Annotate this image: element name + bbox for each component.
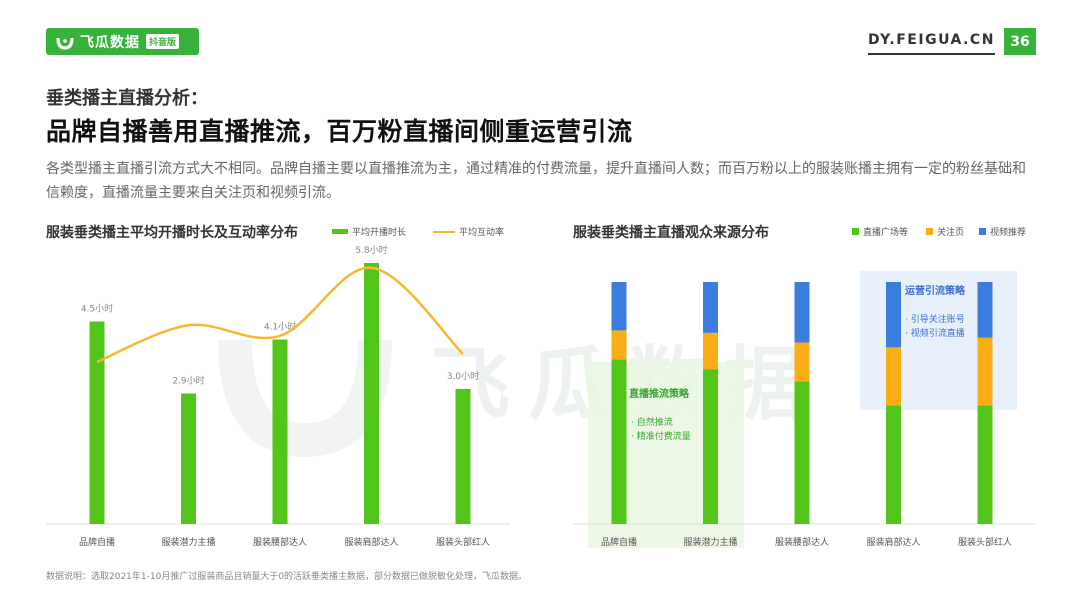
chart2-stack-segment xyxy=(886,405,901,524)
chart2-stack-segment xyxy=(794,342,810,382)
page-title: 品牌自播善用直播推流，百万粉直播间侧重运营引流 xyxy=(46,117,633,146)
annotation-push-title: 直播推流策略 xyxy=(629,387,690,400)
annotation-ops-item: · 引导关注账号 xyxy=(905,313,965,325)
chart2-legend-1: 直播广场等 xyxy=(852,225,908,238)
chart2-x-tick: 服装潜力主播 xyxy=(683,536,737,548)
chart1-bar xyxy=(364,263,379,524)
logo-icon xyxy=(56,37,74,50)
chart1-interaction-line xyxy=(96,266,464,364)
legend-label: 平均互动率 xyxy=(459,228,505,238)
chart1-data-label: 2.9小时 xyxy=(172,375,204,387)
chart1-bar xyxy=(89,321,105,524)
chart1-data-label: 3.0小时 xyxy=(447,370,479,382)
chart2-stack-segment xyxy=(794,381,810,524)
section-subtitle: 垂类播主直播分析： xyxy=(46,88,208,109)
chart2-stack-segment xyxy=(703,369,718,524)
chart2-stack-segment xyxy=(611,282,627,331)
chart2-x-tick: 品牌自播 xyxy=(601,536,637,548)
chart1-bar xyxy=(181,393,196,524)
chart2-stack-segment xyxy=(611,330,627,360)
annotation-push-item: · 自然推流 xyxy=(631,416,673,428)
legend-swatch-bar xyxy=(332,229,348,234)
chart2-stack-segment xyxy=(977,282,993,338)
chart2-stack-segment xyxy=(703,282,718,333)
chart1-x-tick: 服装肩部达人 xyxy=(344,536,398,548)
chart2-x-tick: 服装腰部达人 xyxy=(775,536,829,548)
chart2-legend-3: 视频推荐 xyxy=(979,225,1026,238)
brand-logo: 飞瓜数据 抖音版 xyxy=(46,28,199,55)
chart2-stack-segment xyxy=(611,359,627,524)
chart2-stack-segment xyxy=(886,347,901,406)
page-number: 36 xyxy=(1004,28,1036,55)
chart2-stack-segment xyxy=(977,337,993,406)
chart1-bar xyxy=(455,389,471,524)
annotation-push-item: · 精准付费流量 xyxy=(631,430,691,442)
legend-label: 直播广场等 xyxy=(863,228,909,238)
chart2-stack-segment xyxy=(794,282,810,343)
chart1-legend-bar: 平均开播时长 xyxy=(332,225,406,238)
logo-text: 飞瓜数据 xyxy=(80,34,140,51)
footnote: 数据说明：选取2021年1-10月推广过服装商品且销量大于0的活跃垂类播主数据，… xyxy=(46,572,528,582)
chart1-x-tick: 服装头部红人 xyxy=(436,536,490,548)
chart1-data-label: 4.1小时 xyxy=(264,321,296,333)
logo-badge: 抖音版 xyxy=(146,34,180,49)
legend-swatch-line xyxy=(433,230,455,233)
legend-swatch xyxy=(926,228,933,235)
site-url: DY.FEIGUA.CN xyxy=(868,32,995,55)
legend-label: 视频推荐 xyxy=(990,228,1027,238)
chart2-title: 服装垂类播主直播观众来源分布 xyxy=(573,225,769,241)
chart2-stack-segment xyxy=(886,282,901,348)
legend-swatch xyxy=(979,228,986,235)
legend-label: 关注页 xyxy=(937,228,965,238)
legend-label: 平均开播时长 xyxy=(352,228,407,238)
chart1-bar xyxy=(272,339,288,524)
annotation-ops-title: 运营引流策略 xyxy=(905,284,966,297)
chart1-x-tick: 服装腰部达人 xyxy=(253,536,307,548)
chart2-x-tick: 服装肩部达人 xyxy=(866,536,920,548)
chart1-data-label: 4.5小时 xyxy=(81,303,113,315)
chart2-stack-segment xyxy=(703,332,718,370)
chart1-title: 服装垂类播主平均开播时长及互动率分布 xyxy=(46,225,298,241)
chart2-stack-segment xyxy=(977,405,993,524)
chart1-x-tick: 品牌自播 xyxy=(79,536,115,548)
chart2-legend-2: 关注页 xyxy=(926,225,964,238)
chart1-legend-line: 平均互动率 xyxy=(433,225,504,238)
chart1-data-label: 5.8小时 xyxy=(355,244,387,256)
chart2-x-tick: 服装头部红人 xyxy=(958,536,1012,548)
annotation-ops-item: · 视频引流直播 xyxy=(905,327,965,339)
legend-swatch xyxy=(852,228,859,235)
chart1-x-tick: 服装潜力主播 xyxy=(161,536,215,548)
description-text: 各类型播主直播引流方式大不相同。品牌自播主要以直播推流为主，通过精准的付费流量，… xyxy=(46,161,1026,201)
